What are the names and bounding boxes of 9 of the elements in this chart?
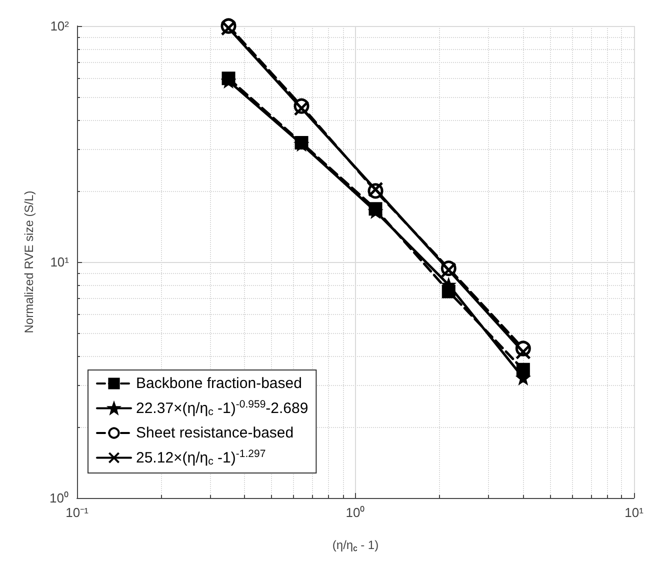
legend-label: Sheet resistance-based <box>136 424 294 442</box>
y-tick-label: 10¹ <box>50 254 70 270</box>
y-tick-label: 10² <box>50 18 70 34</box>
y-tick-label: 10⁰ <box>50 490 69 506</box>
legend-label: Backbone fraction-based <box>136 375 302 392</box>
x-tick-label: 10¹ <box>624 505 644 520</box>
y-axis-title: Normalized RVE size (S/L) <box>22 190 36 334</box>
x-tick-label: 10⁻¹ <box>66 505 90 520</box>
x-tick-label: 10⁰ <box>346 505 366 520</box>
